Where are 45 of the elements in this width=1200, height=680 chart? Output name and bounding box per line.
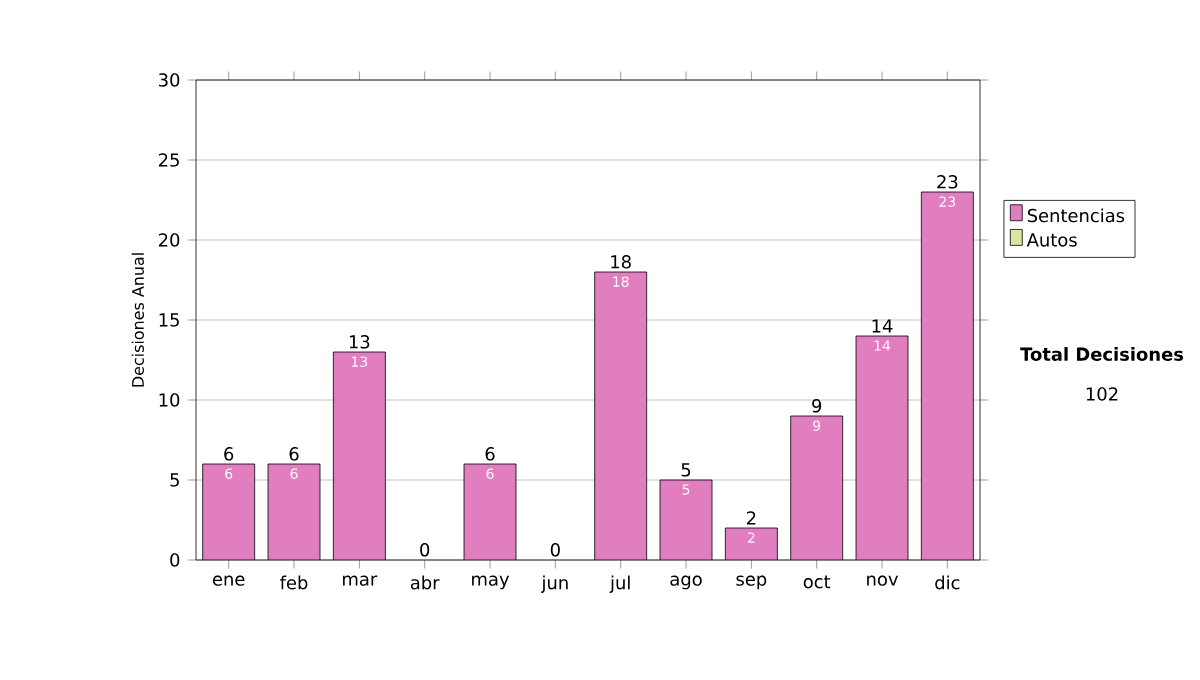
y-tick-label: 25 <box>158 153 179 167</box>
x-tick-label: ene <box>212 575 245 586</box>
total-label: 2 <box>746 511 756 525</box>
x-tick-label: feb <box>280 575 308 590</box>
total-label: 0 <box>420 543 430 557</box>
y-tick-label: 20 <box>158 233 180 247</box>
total-label: 6 <box>289 447 299 461</box>
y-tick-label: 15 <box>159 313 179 327</box>
total-label: 14 <box>872 319 893 333</box>
bar <box>790 415 844 560</box>
bar <box>268 464 321 560</box>
total-label: 6 <box>224 447 234 461</box>
total-label: 18 <box>611 255 631 269</box>
y-tick-label: 10 <box>159 393 180 407</box>
x-tick-label: jul <box>609 575 630 593</box>
x-tick-label: sep <box>736 575 767 590</box>
text: Total Decisiones <box>1020 347 1184 361</box>
legend-label: Sentencias <box>1027 208 1125 223</box>
x-tick-label: abr <box>410 575 440 590</box>
x-tick-label: dic <box>935 575 960 590</box>
y-tick-label: 5 <box>170 473 179 487</box>
bar <box>333 352 386 560</box>
y-tick-label: 0 <box>170 553 180 567</box>
total-label: 5 <box>681 463 691 477</box>
legend-label: Autos <box>1026 233 1077 247</box>
total-label: 0 <box>550 543 560 557</box>
text: 102 <box>1086 387 1118 401</box>
total-label: 6 <box>485 447 495 461</box>
x-tick-label: ago <box>670 575 702 590</box>
bar <box>202 464 255 560</box>
total-label: 13 <box>349 335 370 349</box>
bar <box>594 271 648 560</box>
total-label: 23 <box>937 175 958 189</box>
total-label: 9 <box>812 399 822 413</box>
bar <box>724 527 778 560</box>
bar <box>659 479 713 560</box>
y-tick-label: 30 <box>159 73 180 87</box>
x-tick-label: jun <box>541 575 568 593</box>
x-tick-label: may <box>472 575 510 590</box>
bar <box>855 335 909 560</box>
x-tick-label: oct <box>803 575 831 589</box>
bar <box>463 463 517 560</box>
x-tick-label: nov <box>867 575 898 586</box>
bar <box>920 191 974 560</box>
x-tick-label: mar <box>343 575 378 586</box>
